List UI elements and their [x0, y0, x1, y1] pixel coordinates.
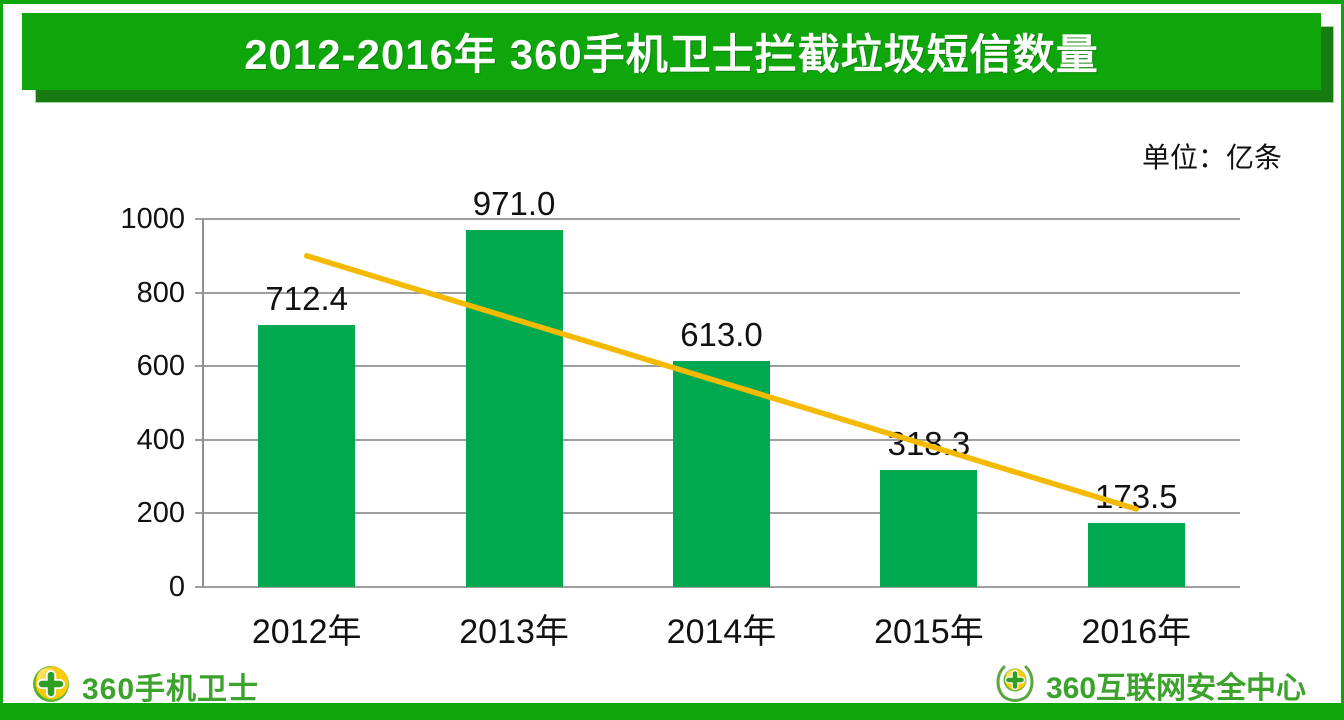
- y-tick-label: 0: [168, 571, 185, 603]
- y-axis-line: [202, 219, 204, 587]
- bar-value-label: 613.0: [680, 316, 763, 354]
- bar-value-label: 712.4: [265, 279, 348, 317]
- y-tick-label: 400: [136, 423, 185, 456]
- title-banner: 2012-2016年 360手机卫士拦截垃圾短信数量: [22, 13, 1321, 90]
- bar-2014年: [673, 361, 770, 587]
- logo-text-mobile-guard: 360手机卫士: [82, 673, 260, 706]
- logo-360-mobile-guard: 360手机卫士: [30, 664, 259, 708]
- gridline-1000: [195, 218, 1240, 220]
- gridline-800: [195, 291, 1240, 294]
- chart-title: 2012-2016年 360手机卫士拦截垃圾短信数量: [244, 31, 1099, 78]
- bar-2013年: [465, 229, 563, 587]
- y-tick-label: 600: [136, 350, 185, 383]
- x-axis-label: 2013年: [459, 613, 569, 651]
- bar-2015年: [880, 469, 978, 587]
- x-axis-label: 2014年: [666, 613, 777, 651]
- unit-label: 单位：亿条: [1141, 142, 1282, 173]
- gridline-0: [195, 586, 1240, 588]
- logo-text-security-center: 360互联网安全中心: [1046, 672, 1307, 705]
- bottom-green-strip: [0, 703, 1344, 720]
- 360-ball-cross-icon: [30, 663, 72, 710]
- laurel-wreath-emblem-icon: [992, 661, 1038, 710]
- trend-line: [303, 253, 1140, 512]
- y-tick-label: 800: [136, 276, 185, 309]
- logo-360-security-center: 360互联网安全中心: [992, 662, 1306, 708]
- frame-border-left: [0, 0, 3, 720]
- x-axis-label: 2015年: [874, 613, 984, 651]
- bar-2012年: [258, 324, 356, 587]
- frame-border-top: [0, 0, 1344, 4]
- bar-2016年: [1087, 523, 1185, 587]
- y-tick-label: 1000: [120, 203, 185, 235]
- frame-border-right: [1341, 0, 1344, 720]
- x-axis-label: 2012年: [251, 613, 362, 651]
- x-axis-label: 2016年: [1081, 613, 1192, 651]
- y-tick-label: 200: [136, 497, 185, 530]
- bar-value-label: 971.0: [472, 184, 556, 222]
